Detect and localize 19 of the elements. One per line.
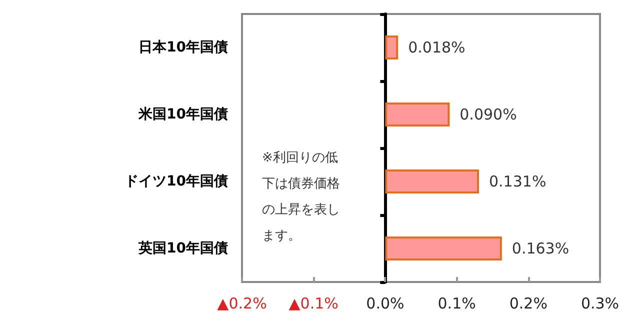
bar (385, 36, 398, 60)
y-tick-label: 米国10年国債 (138, 106, 228, 122)
bar (385, 102, 450, 126)
x-tick-label: 0.2% (509, 294, 548, 312)
data-label: 0.131% (488, 172, 546, 190)
y-tick-label: 英国10年国債 (138, 240, 228, 256)
x-tick-label: 0.0% (366, 294, 404, 312)
annotation: ※利回りの低下は債券価格の上昇を表します。 (262, 150, 340, 244)
x-tick-label: ▲0.2% (217, 294, 267, 312)
bar (385, 170, 479, 194)
y-tick-label: 日本10年国債 (138, 40, 228, 56)
x-tick-label: 0.3% (580, 294, 620, 312)
data-label: 0.163% (512, 240, 570, 258)
data-label: 0.090% (460, 106, 517, 124)
y-tick-label: ドイツ10年国債 (124, 174, 228, 190)
bar (385, 236, 502, 260)
x-tick-label: ▲0.1% (288, 294, 338, 312)
data-label: 0.018% (408, 38, 466, 56)
x-tick-label: 0.1% (438, 294, 476, 312)
